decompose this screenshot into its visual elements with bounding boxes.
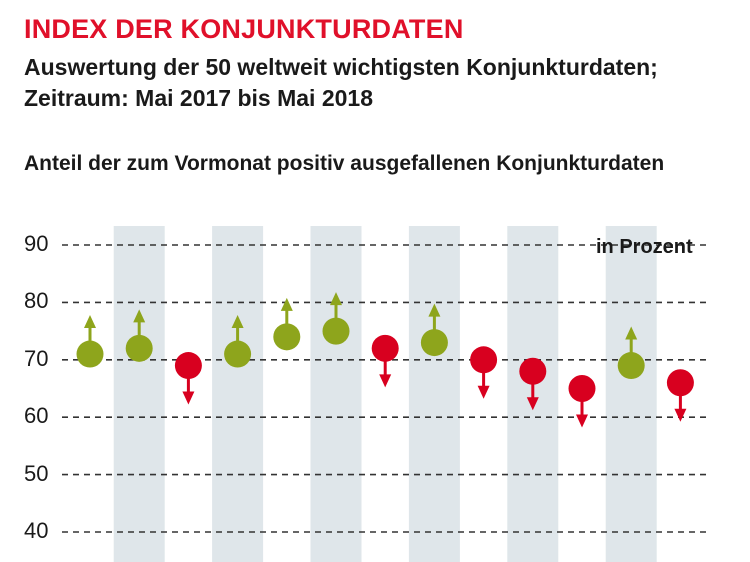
- arrow-down-icon: [674, 408, 687, 422]
- data-point: [224, 315, 252, 368]
- point-marker: [420, 329, 448, 357]
- arrow-down-icon: [526, 397, 539, 411]
- data-marks: [76, 292, 694, 428]
- y-tick-label: 70: [24, 345, 49, 371]
- column-band: [605, 226, 657, 562]
- arrow-down-icon: [379, 374, 392, 388]
- column-bands: [113, 226, 657, 562]
- data-point: [125, 309, 153, 362]
- point-marker: [617, 352, 645, 380]
- data-point: [174, 352, 202, 405]
- y-tick-label: 50: [24, 460, 49, 486]
- data-point: [519, 357, 547, 411]
- chart-subtitle-line-1: Auswertung der 50 weltweit wichtigsten K…: [24, 54, 658, 80]
- data-point: [617, 326, 645, 380]
- point-marker: [224, 340, 252, 368]
- arrow-up-icon: [231, 315, 244, 329]
- column-band: [113, 226, 165, 562]
- point-marker: [519, 357, 547, 385]
- arrow-up-icon: [133, 309, 146, 323]
- arrow-up-icon: [625, 326, 638, 340]
- point-marker: [76, 340, 104, 368]
- data-point: [470, 346, 498, 399]
- y-tick-label: 40: [24, 518, 49, 543]
- chart-title: INDEX DER KONJUNKTURDATEN: [24, 14, 464, 44]
- arrow-down-icon: [182, 391, 195, 405]
- arrow-up-icon: [428, 303, 441, 317]
- point-marker: [470, 346, 498, 374]
- column-band: [212, 226, 264, 562]
- y-tick-label: 60: [24, 403, 49, 429]
- data-point: [76, 315, 104, 368]
- data-point: [322, 292, 350, 345]
- column-band: [310, 226, 362, 562]
- chart-description: Anteil der zum Vormonat positiv ausgefal…: [24, 152, 665, 175]
- point-marker: [174, 352, 202, 380]
- point-marker: [125, 334, 153, 362]
- data-point: [273, 297, 301, 351]
- arrow-up-icon: [84, 315, 96, 329]
- y-tick-label: 80: [24, 288, 49, 314]
- point-marker: [371, 334, 399, 362]
- unit-label: in Prozent: [596, 236, 693, 258]
- data-point: [420, 303, 448, 357]
- data-point: [371, 334, 399, 388]
- data-point: [666, 369, 694, 422]
- point-marker: [666, 369, 694, 397]
- point-marker: [273, 323, 301, 351]
- arrow-up-icon: [330, 292, 342, 306]
- data-point: [568, 375, 596, 428]
- arrow-up-icon: [280, 297, 293, 311]
- arrow-down-icon: [477, 385, 490, 399]
- arrow-down-icon: [576, 414, 588, 428]
- point-marker: [322, 317, 350, 345]
- point-marker: [568, 375, 596, 402]
- column-band: [408, 226, 460, 562]
- chart-subtitle-line-2: Zeitraum: Mai 2017 bis Mai 2018: [24, 85, 373, 111]
- y-tick-label: 90: [24, 231, 49, 256]
